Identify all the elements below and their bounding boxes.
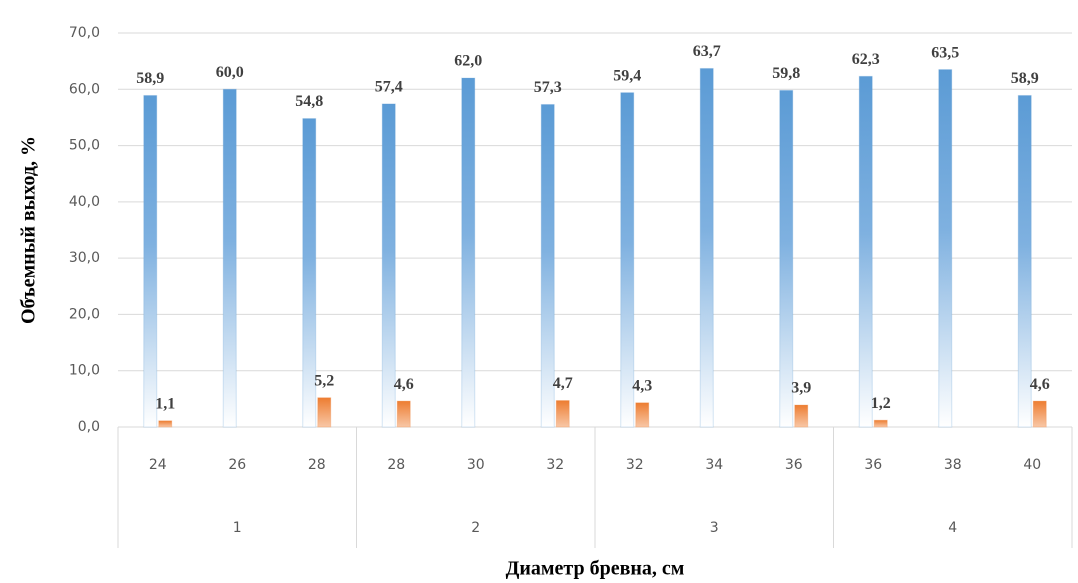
x-tick-label: 34	[705, 457, 723, 473]
bar	[143, 94, 158, 428]
y-tick-label: 40,0	[69, 194, 100, 210]
x-tick-label: 28	[387, 457, 405, 473]
data-label: 4,7	[553, 375, 573, 392]
data-label: 62,0	[454, 53, 482, 70]
data-label: 57,3	[534, 79, 562, 96]
y-tick-label: 70,0	[69, 25, 100, 41]
x-tick-label: 32	[626, 457, 644, 473]
data-label: 60,0	[216, 64, 244, 81]
x-tick-label: 30	[467, 457, 485, 473]
data-label: 59,8	[772, 65, 800, 82]
bar	[302, 118, 317, 428]
bar	[858, 75, 873, 428]
y-tick-label: 0,0	[78, 419, 100, 435]
data-label: 58,9	[1011, 70, 1039, 87]
x-tick-label: 28	[308, 457, 326, 473]
x-tick-label: 36	[864, 457, 882, 473]
bar	[222, 88, 237, 428]
y-tick-label: 50,0	[69, 138, 100, 154]
data-label: 4,3	[632, 377, 652, 394]
y-tick-label: 10,0	[69, 363, 100, 379]
data-label: 62,3	[852, 51, 880, 68]
x-tick-label: 24	[149, 457, 167, 473]
x-tick-label: 38	[944, 457, 962, 473]
group-label: 1	[233, 520, 242, 536]
bar	[699, 67, 714, 428]
group-label: 4	[948, 520, 957, 536]
data-label: 1,1	[155, 395, 175, 412]
y-axis-title: Объемный выход, %	[18, 136, 40, 324]
y-tick-label: 20,0	[69, 306, 100, 322]
bar	[779, 89, 794, 428]
bar	[540, 103, 555, 428]
y-tick-label: 60,0	[69, 81, 100, 97]
data-label: 58,9	[136, 70, 164, 87]
bar	[317, 397, 332, 428]
bar	[1017, 94, 1032, 428]
bar	[938, 69, 953, 428]
bar	[555, 400, 570, 428]
x-tick-label: 32	[546, 457, 564, 473]
data-label: 1,2	[871, 395, 891, 412]
data-label: 5,2	[314, 372, 334, 389]
bar	[873, 419, 888, 428]
group-label: 3	[710, 520, 719, 536]
group-label: 2	[471, 520, 480, 536]
bar	[1032, 400, 1047, 428]
data-label: 4,6	[1030, 376, 1050, 393]
data-label: 59,4	[613, 67, 641, 84]
bar	[461, 77, 476, 428]
bar	[381, 103, 396, 428]
bar	[396, 400, 411, 428]
x-tick-label: 36	[785, 457, 803, 473]
data-label: 3,9	[791, 380, 811, 397]
data-label: 4,6	[394, 376, 414, 393]
bar	[794, 404, 809, 428]
x-axis-title: Диаметр бревна, см	[506, 558, 685, 580]
bar	[635, 402, 650, 428]
y-tick-label: 30,0	[69, 250, 100, 266]
data-label: 54,8	[295, 93, 323, 110]
bar	[158, 420, 173, 428]
x-tick-label: 40	[1023, 457, 1041, 473]
bar	[620, 92, 635, 428]
data-label: 57,4	[375, 79, 403, 96]
x-tick-label: 26	[228, 457, 246, 473]
data-label: 63,7	[693, 43, 721, 60]
data-label: 63,5	[931, 44, 959, 61]
